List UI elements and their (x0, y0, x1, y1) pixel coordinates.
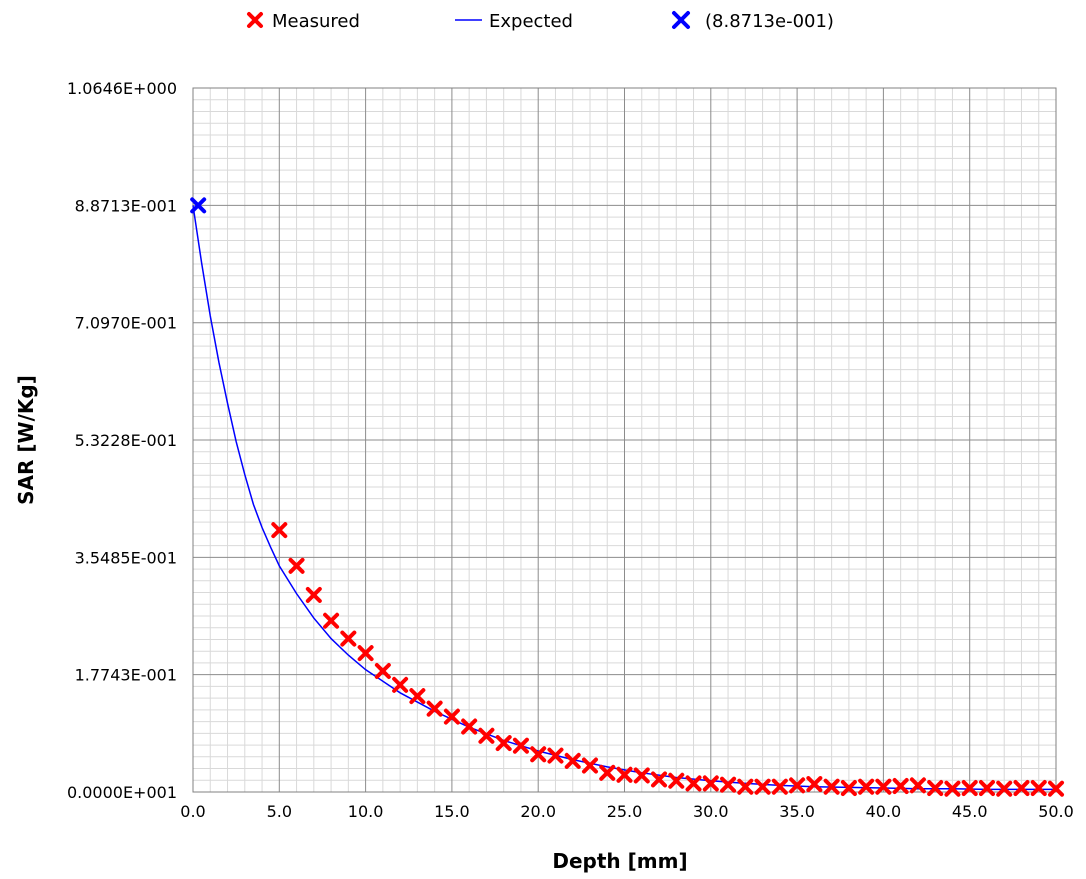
x-tick-label: 5.0 (267, 802, 292, 821)
measured-point (495, 735, 512, 752)
measured-point (478, 727, 495, 744)
legend-max-point-cross (672, 11, 690, 29)
measured-point (875, 778, 892, 795)
measured-point (357, 645, 374, 662)
x-tick-label: 20.0 (520, 802, 556, 821)
y-axis-title: SAR [W/Kg] (14, 375, 38, 505)
measured-point (944, 780, 961, 797)
legend-expected-label: Expected (489, 11, 573, 32)
measured-point (909, 777, 926, 794)
y-tick-label: 3.5485E-001 (75, 548, 177, 567)
measured-point (737, 778, 754, 795)
measured-point (823, 778, 840, 795)
measured-point (892, 778, 909, 795)
x-axis-title: Depth [mm] (552, 849, 687, 873)
measured-point (633, 767, 650, 784)
measured-point (547, 747, 564, 764)
x-tick-label: 10.0 (348, 802, 384, 821)
measured-point (323, 612, 340, 629)
measured-point (616, 766, 633, 783)
y-tick-label: 8.8713E-001 (75, 196, 177, 215)
y-tick-label: 5.3228E-001 (75, 431, 177, 450)
measured-point (271, 522, 288, 539)
legend-max-point-marker (672, 11, 690, 29)
measured-point (1030, 780, 1047, 797)
x-tick-label: 40.0 (866, 802, 902, 821)
measured-point (858, 778, 875, 795)
measured-point (1013, 780, 1030, 797)
x-tick-label: 15.0 (434, 802, 470, 821)
y-tick-label: 7.0970E-001 (75, 314, 177, 333)
measured-point (374, 662, 391, 679)
measured-point (599, 764, 616, 781)
legend-measured-cross (247, 12, 263, 28)
measured-point (720, 776, 737, 793)
measured-point (840, 780, 857, 797)
series-max-point (190, 197, 207, 214)
x-tick-label: 45.0 (952, 802, 988, 821)
measured-point (305, 586, 322, 603)
measured-point (392, 676, 409, 693)
measured-point (564, 752, 581, 769)
x-tick-label: 25.0 (607, 802, 643, 821)
legend: Measured Expected (8.8713e-001) (247, 11, 834, 32)
measured-point (288, 557, 305, 574)
measured-point (978, 780, 995, 797)
x-tick-label: 30.0 (693, 802, 729, 821)
measured-point (581, 757, 598, 774)
measured-point (461, 718, 478, 735)
legend-item-expected: Expected (455, 11, 573, 32)
legend-measured-marker (247, 12, 263, 28)
x-tick-label: 35.0 (779, 802, 815, 821)
y-tick-label: 1.0646E+000 (67, 79, 177, 98)
measured-point (996, 780, 1013, 797)
x-axis-tick-labels: 0.0 5.0 10.0 15.0 20.0 25.0 30.0 35.0 40.0 45.0 50… (180, 802, 1074, 821)
measured-point (685, 775, 702, 792)
measured-point (771, 778, 788, 795)
measured-point (754, 778, 771, 795)
measured-point (651, 771, 668, 788)
measured-point (961, 780, 978, 797)
measured-point (443, 708, 460, 725)
legend-max-point-label: (8.8713e-001) (705, 11, 834, 32)
measured-point (530, 746, 547, 763)
measured-point (426, 700, 443, 717)
measured-point (668, 772, 685, 789)
max-point-marker (190, 197, 207, 214)
measured-point (927, 780, 944, 797)
plot-frame (192, 87, 1057, 793)
x-tick-label: 0.0 (180, 802, 205, 821)
measured-point (409, 688, 426, 705)
measured-point (789, 777, 806, 794)
y-tick-label: 0.0000E+001 (67, 783, 177, 802)
x-tick-label: 50.0 (1038, 802, 1074, 821)
legend-measured-label: Measured (272, 11, 360, 32)
measured-point (806, 776, 823, 793)
y-tick-label: 1.7743E-001 (75, 666, 177, 685)
measured-point (340, 630, 357, 647)
legend-item-max-point: (8.8713e-001) (672, 11, 834, 32)
measured-point (702, 775, 719, 792)
series-measured-points (271, 522, 1064, 797)
y-axis-tick-labels: 0.0000E+001 1.7743E-001 3.5485E-001 5.3228E… (67, 79, 177, 802)
measured-point (1048, 780, 1064, 797)
measured-point (512, 737, 529, 754)
legend-item-measured: Measured (247, 11, 360, 32)
